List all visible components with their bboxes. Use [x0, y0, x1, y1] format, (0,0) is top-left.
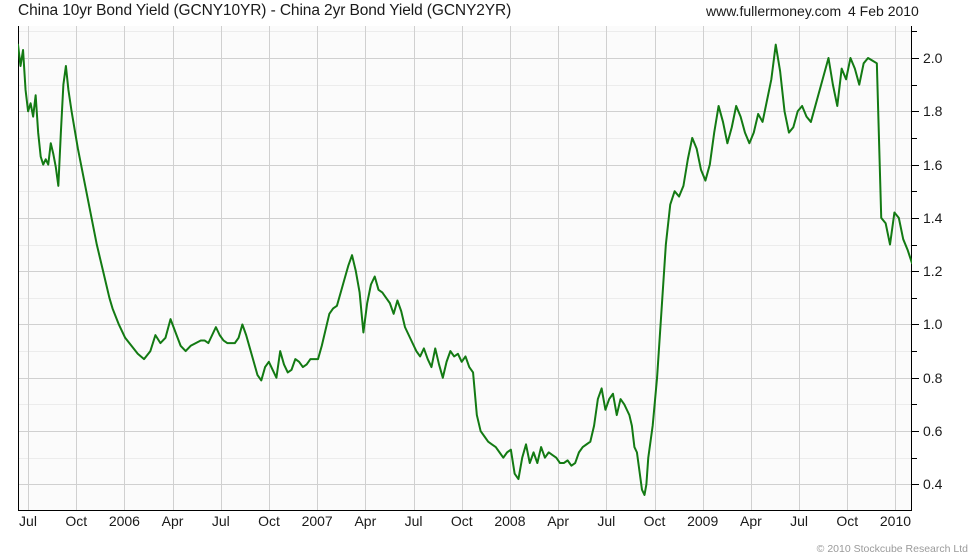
y-axis-tick-label: 0.8	[923, 369, 943, 386]
x-axis-tick-label: Oct	[258, 513, 280, 529]
y-axis-tick-label: 1.6	[923, 156, 943, 173]
y-axis-tick-label: 1.8	[923, 103, 943, 120]
yield-spread-line-series	[18, 43, 912, 497]
x-axis-tick-label: 2006	[108, 513, 140, 529]
plot-area	[18, 26, 912, 511]
y-axis-tick-label: 2.0	[923, 49, 943, 66]
y-axis-tick-label: 0.4	[923, 476, 943, 493]
copyright-label: © 2010 Stockcube Research Ltd	[816, 543, 968, 555]
y-axis-tick-label: 1.2	[923, 263, 943, 280]
x-axis-tick-label: Jul	[211, 513, 230, 529]
y-axis-tick-label: 1.4	[923, 209, 943, 226]
x-axis-tick-label: Apr	[547, 513, 570, 529]
y-axis: 0.4 0.6 0.8 1.0 1.2 1.4 1.6 1.8 2.0	[912, 26, 980, 511]
y-axis-tick-marks	[912, 31, 919, 485]
x-axis-tick-label: Apr	[739, 513, 762, 529]
x-axis-tick-label: 2008	[494, 513, 526, 529]
x-axis-tick-label: Jul	[597, 513, 616, 529]
x-axis-tick-label: Jul	[19, 513, 37, 529]
source-website-label: www.fullermoney.com	[706, 3, 842, 19]
y-axis-tick-label: 1.0	[923, 316, 943, 333]
x-axis-tick-label: 2009	[687, 513, 719, 529]
x-axis: Jul Oct 2006 Apr Jul Oct 2007 Apr Jul Oct 2008 Apr J…	[0, 513, 980, 537]
x-axis-tick-label: 2010	[879, 513, 912, 529]
x-axis-tick-label: Jul	[404, 513, 423, 529]
x-axis-tick-label: Apr	[354, 513, 377, 529]
plot-background	[18, 26, 912, 511]
x-axis-tick-label: Oct	[643, 513, 666, 529]
x-axis-tick-label: Jul	[790, 513, 809, 529]
x-axis-tick-label: Oct	[450, 513, 473, 529]
y-axis-tick-label: 0.6	[923, 423, 943, 440]
x-axis-tick-label: 2007	[301, 513, 333, 529]
x-axis-tick-label: Oct	[65, 513, 88, 529]
chart-title: China 10yr Bond Yield (GCNY10YR) - China…	[18, 2, 512, 19]
chart-header: China 10yr Bond Yield (GCNY10YR) - China…	[0, 0, 980, 26]
x-axis-tick-label: Oct	[836, 513, 859, 529]
report-date-label: 4 Feb 2010	[848, 3, 919, 19]
x-axis-tick-label: Apr	[161, 513, 184, 529]
chart-gridlines	[18, 26, 912, 511]
